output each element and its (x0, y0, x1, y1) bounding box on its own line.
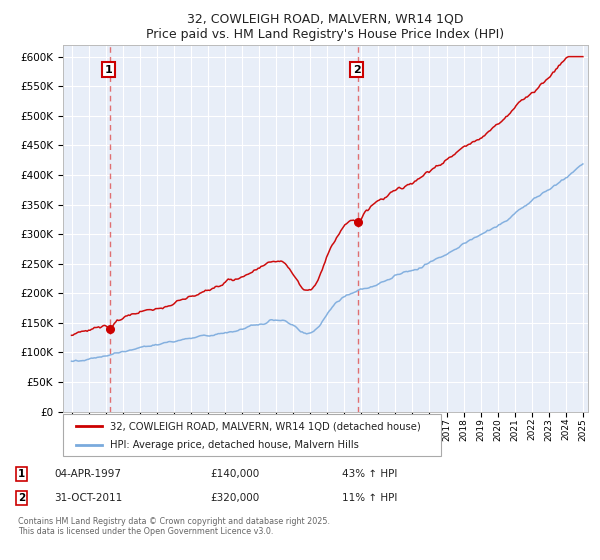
Text: 31-OCT-2011: 31-OCT-2011 (54, 493, 122, 503)
Text: 04-APR-1997: 04-APR-1997 (54, 469, 121, 479)
Title: 32, COWLEIGH ROAD, MALVERN, WR14 1QD
Price paid vs. HM Land Registry's House Pri: 32, COWLEIGH ROAD, MALVERN, WR14 1QD Pri… (146, 13, 505, 41)
Text: 32, COWLEIGH ROAD, MALVERN, WR14 1QD (detached house): 32, COWLEIGH ROAD, MALVERN, WR14 1QD (de… (110, 421, 421, 431)
Text: £140,000: £140,000 (210, 469, 259, 479)
Text: 11% ↑ HPI: 11% ↑ HPI (342, 493, 397, 503)
FancyBboxPatch shape (63, 414, 441, 456)
Text: 1: 1 (104, 64, 112, 74)
Text: 43% ↑ HPI: 43% ↑ HPI (342, 469, 397, 479)
Text: £320,000: £320,000 (210, 493, 259, 503)
Text: 2: 2 (18, 493, 25, 503)
Text: 2: 2 (353, 64, 361, 74)
Text: Contains HM Land Registry data © Crown copyright and database right 2025.
This d: Contains HM Land Registry data © Crown c… (18, 517, 330, 536)
Text: 1: 1 (18, 469, 25, 479)
Text: HPI: Average price, detached house, Malvern Hills: HPI: Average price, detached house, Malv… (110, 440, 359, 450)
